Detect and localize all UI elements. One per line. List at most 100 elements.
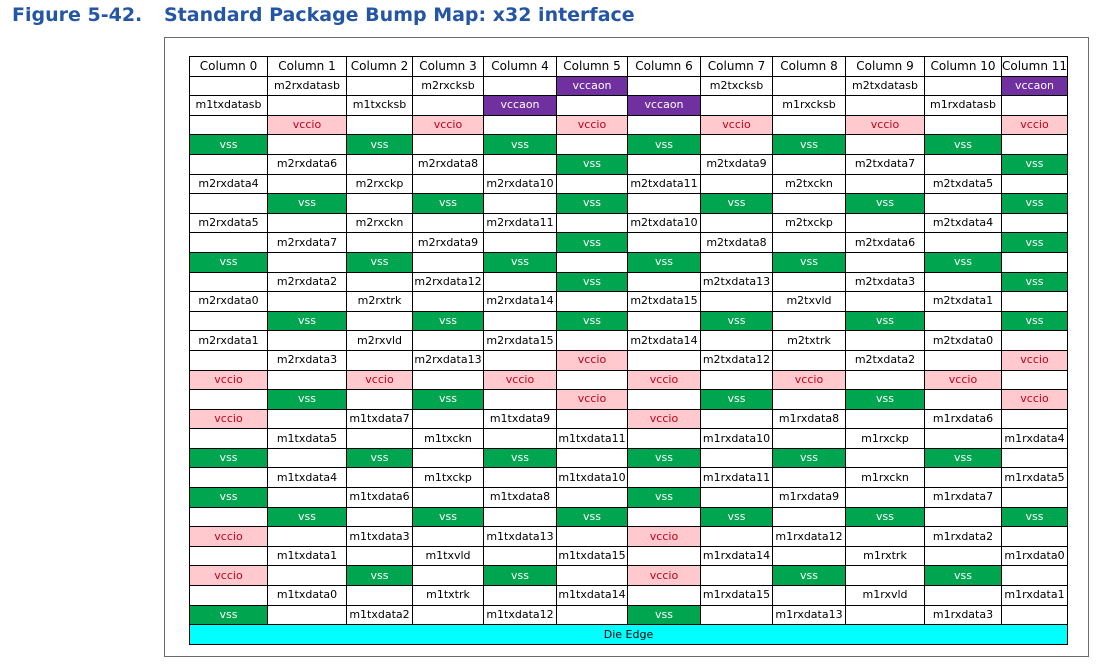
bump-cell: m1rxtrk	[845, 545, 925, 567]
bump-cell: m1rxdata6	[924, 408, 1002, 430]
bump-cell	[772, 389, 846, 410]
bump-cell: m2txcksb	[700, 75, 773, 97]
bump-cell	[627, 153, 701, 175]
bump-cell: vss	[700, 506, 773, 528]
column-header: Column 2	[346, 56, 413, 77]
bump-cell: m1rxcksb	[772, 95, 846, 116]
bump-cell	[412, 487, 484, 508]
bump-cell	[189, 114, 268, 136]
bump-cell	[483, 271, 557, 293]
bump-cell	[556, 447, 628, 469]
bump-cell	[346, 467, 413, 489]
bump-map-body: Column 0 Column 1 Column 2 Column 3 Column 4…	[189, 56, 1068, 645]
bump-cell	[772, 153, 846, 175]
bump-cell	[483, 428, 557, 449]
bump-cell	[483, 349, 557, 371]
bump-cell: m1txckp	[412, 467, 484, 489]
bump-cell	[483, 585, 557, 606]
bump-cell	[483, 545, 557, 567]
bump-cell: vccio	[924, 369, 1002, 391]
bump-cell	[845, 251, 925, 273]
table-row: m2rxdatasb m2rxcksb vccaon m2txcksb m2txdata…	[189, 75, 1068, 97]
bump-cell	[1001, 173, 1068, 195]
bump-cell	[483, 506, 557, 528]
bump-cell: vss	[556, 271, 628, 293]
bump-cell	[1001, 212, 1068, 234]
table-row: vss vss vss vss vss vss	[189, 193, 1068, 214]
bump-cell: m2rxdata15	[483, 330, 557, 351]
column-header: Column 0	[189, 56, 268, 77]
bump-cell	[1001, 291, 1068, 312]
column-header: Column 11	[1001, 56, 1068, 77]
figure-caption: Standard Package Bump Map: x32 interface	[164, 4, 635, 26]
bump-cell: m2rxckn	[346, 212, 413, 234]
bump-cell: vss	[772, 565, 846, 587]
figure-title: Figure 5-42. Standard Package Bump Map: x…	[12, 2, 635, 28]
bump-cell	[1001, 487, 1068, 508]
table-row: vccio m1txdata3 m1txdata13 vccio m1rxdata12 m…	[189, 526, 1068, 547]
bump-cell	[483, 153, 557, 175]
bump-cell: m1txckn	[412, 428, 484, 449]
bump-cell	[845, 95, 925, 116]
bump-cell: m2txdata13	[700, 271, 773, 293]
table-row: vccio vccio vccio vccio vccio vccio	[189, 114, 1068, 136]
bump-cell: vss	[346, 447, 413, 469]
bump-cell	[189, 153, 268, 175]
bump-map-table: Column 0 Column 1 Column 2 Column 3 Column 4…	[189, 56, 1068, 645]
column-header: Column 4	[483, 56, 557, 77]
bump-cell	[1001, 369, 1068, 391]
bump-cell	[845, 604, 925, 626]
bump-cell	[556, 565, 628, 587]
table-row: vss vss vss vss vss vss	[189, 134, 1068, 155]
bump-cell: m1txdata8	[483, 487, 557, 508]
table-row: vccio vss vss vccio vss vss	[189, 565, 1068, 587]
bump-cell: m1txdata11	[556, 428, 628, 449]
bump-cell: vss	[556, 506, 628, 528]
bump-cell: m1txvld	[412, 545, 484, 567]
bump-cell: vccio	[189, 565, 268, 587]
table-row: vss m1txdata6 m1txdata8 vss m1rxdata9 m1rxdat…	[189, 487, 1068, 508]
bump-cell	[412, 565, 484, 587]
bump-cell: vss	[627, 251, 701, 273]
bump-cell: m2txdata12	[700, 349, 773, 371]
bump-cell: m2txdata3	[845, 271, 925, 293]
bump-cell: m1txdata2	[346, 604, 413, 626]
bump-cell	[700, 526, 773, 547]
bump-cell	[412, 291, 484, 312]
bump-cell	[346, 193, 413, 214]
bump-cell	[845, 369, 925, 391]
bump-cell	[845, 526, 925, 547]
bump-cell: m1txtrk	[412, 585, 484, 606]
bump-cell	[772, 428, 846, 449]
bump-cell: m2txdata4	[924, 212, 1002, 234]
bump-cell: vss	[1001, 153, 1068, 175]
bump-cell: vccio	[627, 565, 701, 587]
bump-cell: vss	[267, 310, 347, 332]
bump-cell: vss	[267, 389, 347, 410]
bump-cell: vss	[1001, 271, 1068, 293]
bump-cell	[556, 408, 628, 430]
bump-cell	[845, 134, 925, 155]
bump-cell: m2txdata7	[845, 153, 925, 175]
bump-cell: vss	[772, 134, 846, 155]
bump-cell: vss	[627, 447, 701, 469]
bump-cell	[346, 153, 413, 175]
bump-cell: m1rxdata15	[700, 585, 773, 606]
bump-cell: m1rxdata11	[700, 467, 773, 489]
bump-cell	[267, 408, 347, 430]
bump-cell: m2rxdata8	[412, 153, 484, 175]
bump-cell	[700, 487, 773, 508]
table-row: vss m1txdata2 m1txdata12 vss m1rxdata13 m1rxd…	[189, 604, 1068, 626]
bump-cell: vccaon	[627, 95, 701, 116]
bump-cell: m1txcksb	[346, 95, 413, 116]
bump-cell: vss	[924, 251, 1002, 273]
bump-cell: m2rxdata1	[189, 330, 268, 351]
bump-cell: m1rxdatasb	[924, 95, 1002, 116]
bump-cell: vss	[412, 193, 484, 214]
bump-cell: m1txdata15	[556, 545, 628, 567]
bump-cell	[189, 310, 268, 332]
bump-cell	[346, 114, 413, 136]
bump-cell	[845, 173, 925, 195]
bump-cell: vss	[267, 506, 347, 528]
table-row: m2rxdata2 m2rxdata12 vss m2txdata13 m2txdata…	[189, 271, 1068, 293]
